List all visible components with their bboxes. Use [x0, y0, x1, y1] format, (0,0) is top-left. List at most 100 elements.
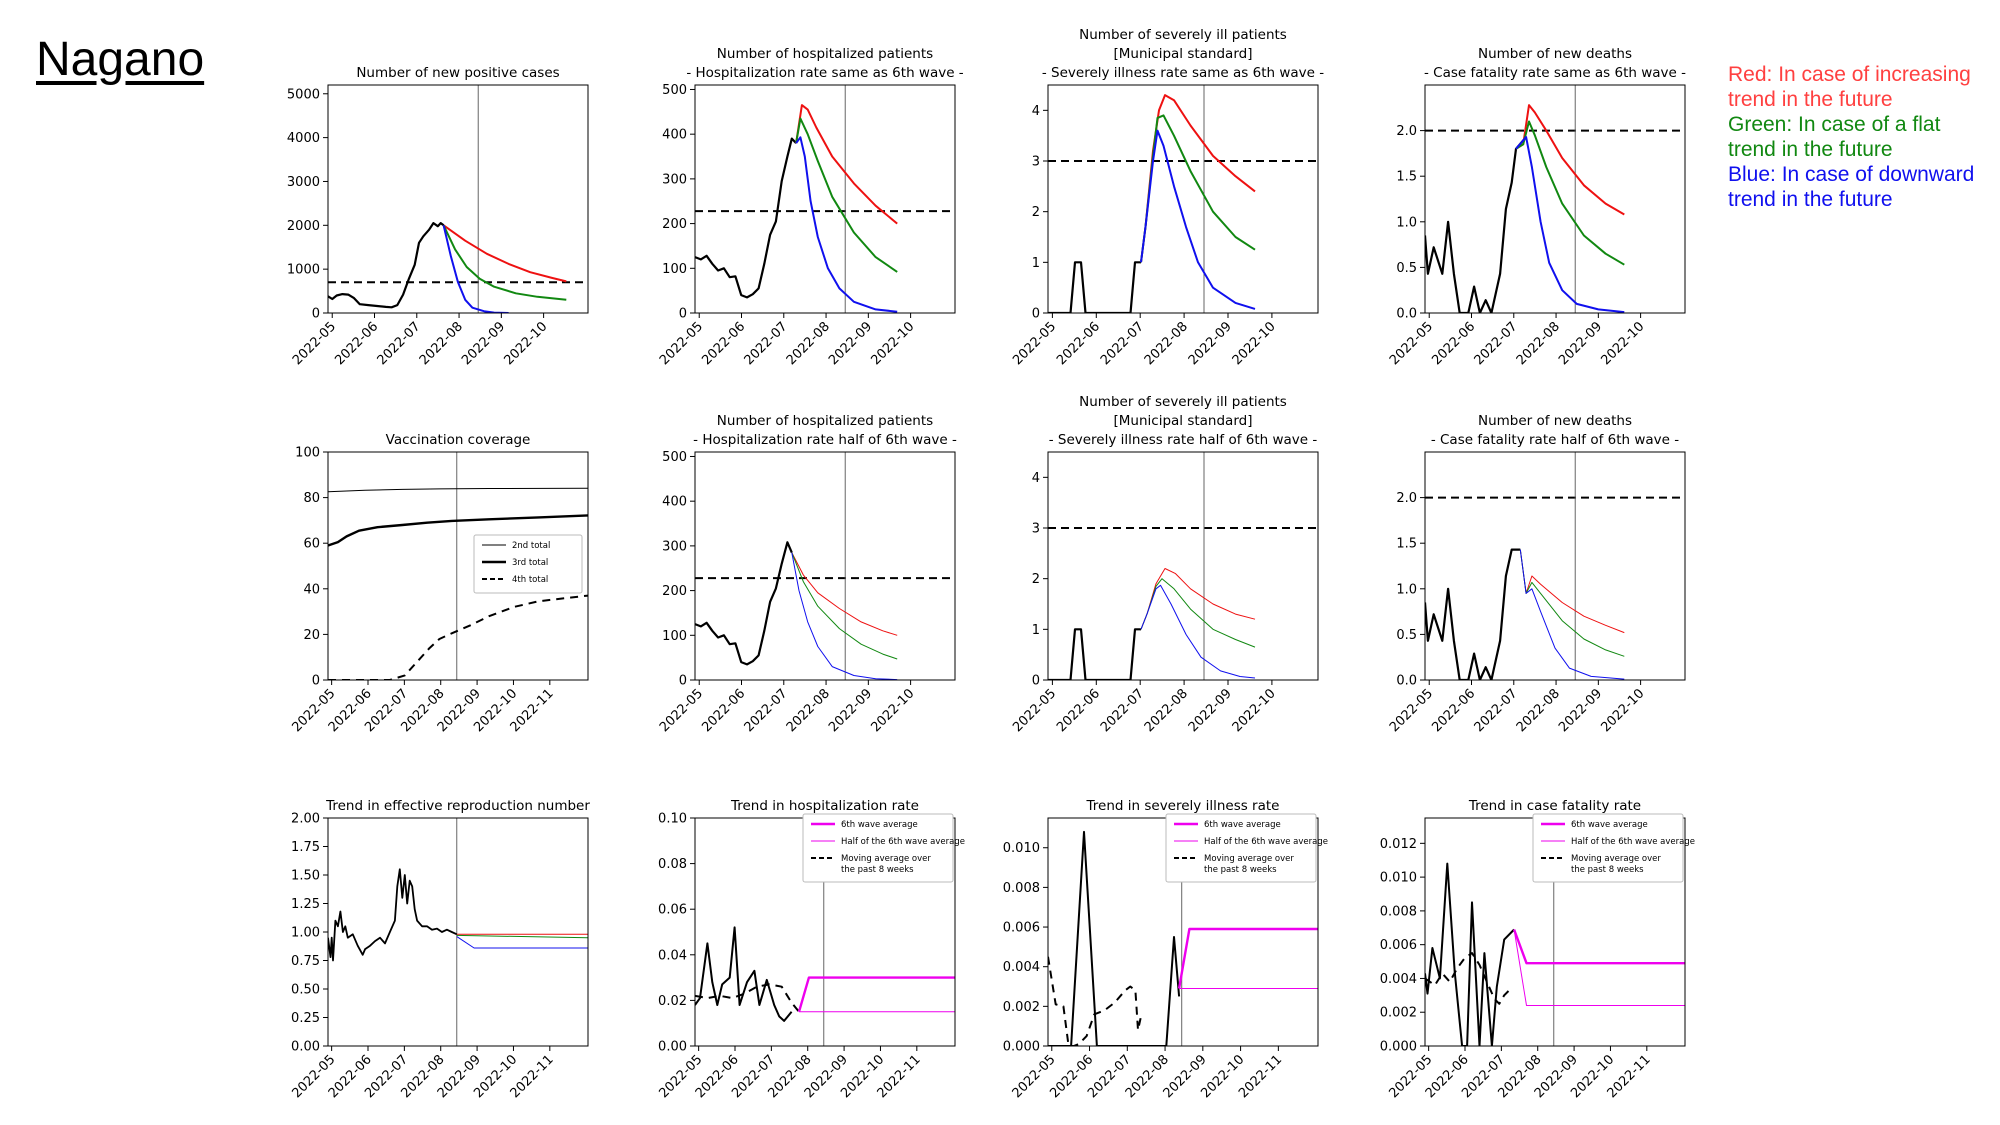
x-tick-label: 2022-05 [1387, 686, 1436, 735]
y-tick-label: 0.008 [1380, 904, 1417, 919]
legend-box [802, 813, 954, 883]
x-tick-label: 2022-07 [1098, 319, 1147, 368]
axes-frame [694, 84, 956, 314]
legend-label: Half of the 6th wave average [1204, 837, 1328, 847]
plot-area [1425, 452, 1685, 680]
series-line-observed [328, 222, 445, 309]
legend-label: the past 8 weeks [1204, 865, 1277, 875]
series-line-observed [1425, 548, 1521, 680]
x-tick-label: 2022-10 [501, 319, 550, 368]
series-line-3rd-total [328, 514, 588, 547]
series-line-flat [1140, 578, 1256, 648]
x-tick-label: 2022-06 [332, 319, 381, 368]
plot-area [695, 818, 955, 1046]
y-tick-label: 1.25 [291, 897, 320, 912]
y-tick-label: 0 [312, 307, 320, 322]
legend-blue-note: Blue: In case of downward trend in the f… [1728, 163, 1975, 211]
y-tick-label: 100 [662, 262, 687, 277]
y-tick-label: 200 [662, 584, 687, 599]
x-tick-label: 2022-09 [826, 319, 875, 368]
y-tick-label: 2.0 [1396, 124, 1417, 139]
plot-area [1425, 818, 1685, 1046]
legend-label: 6th wave average [1204, 820, 1281, 830]
series-line-observed [695, 137, 797, 299]
axes-frame [694, 451, 956, 681]
y-tick-label: 500 [662, 450, 687, 465]
chart-panel-7: Number of severely ill patients [Municipa… [1010, 394, 1319, 735]
chart-panel-8: Number of new deaths - Case fatality rate… [1387, 413, 1686, 735]
y-tick-label: 300 [662, 172, 687, 187]
x-tick-label: 2022-09 [1556, 686, 1605, 735]
x-tick-label: 2022-10 [1230, 319, 1279, 368]
x-tick-label: 2022-07 [1472, 319, 1521, 368]
x-tick-label: 2022-06 [699, 686, 748, 735]
x-tick-label: 2022-10 [868, 319, 917, 368]
legend-label: 6th wave average [841, 820, 918, 830]
y-tick-label: 400 [662, 495, 687, 510]
y-tick-label: 0.25 [291, 1011, 320, 1026]
x-tick-label: 2022-05 [1010, 319, 1059, 368]
legend-label: Moving average over [841, 854, 931, 864]
y-tick-label: 0.06 [658, 903, 687, 918]
y-tick-label: 4 [1032, 471, 1040, 486]
chart-title-line: Number of hospitalized patients [717, 46, 933, 62]
series-line-flat [1515, 120, 1625, 266]
y-tick-label: 2.0 [1396, 491, 1417, 506]
series-line-observed [1425, 862, 1515, 1046]
y-tick-label: 0.08 [658, 857, 687, 872]
chart-panel-2: Number of hospitalized patients - Hospita… [657, 46, 964, 368]
chart-panel-12: Trend in case fatality rate 0.000 0.002 0.0… [1380, 798, 1695, 1101]
series-line-observed [1048, 830, 1181, 1046]
x-tick-label: 2022-05 [290, 319, 339, 368]
y-tick-label: 80 [303, 491, 320, 506]
chart-panel-11: Trend in severely illness rate 0.000 0.002… [1003, 798, 1328, 1101]
y-tick-label: 0 [679, 307, 687, 322]
x-tick-label: 2022-05 [657, 319, 706, 368]
y-tick-label: 0.010 [1380, 871, 1417, 886]
chart-legend: 6th wave average Half of the 6th wave ave… [1165, 813, 1328, 883]
chart-title-line: Trend in case fatality rate [1468, 798, 1641, 814]
x-tick-label: 2022-08 [784, 686, 833, 735]
chart-title-line: [Municipal standard] [1114, 46, 1253, 62]
x-tick-label: 2022-09 [826, 686, 875, 735]
plot-area [328, 452, 588, 680]
x-tick-label: 2022-08 [1514, 319, 1563, 368]
plot-area [1048, 452, 1318, 680]
series-line-increasing [1515, 104, 1625, 216]
axes-frame [327, 817, 589, 1047]
legend-label: Half of the 6th wave average [1571, 837, 1695, 847]
series-line-observed [328, 868, 458, 962]
y-tick-label: 2 [1032, 572, 1040, 587]
x-tick-label: 2022-05 [657, 686, 706, 735]
y-tick-label: 300 [662, 539, 687, 554]
legend-label: 6th wave average [1571, 820, 1648, 830]
y-tick-label: 4 [1032, 104, 1040, 119]
legend-green-note: Green: In case of a flat trend in the fu… [1728, 113, 1941, 161]
legend-red-note: Red: In case of increasing trend in the … [1728, 63, 1971, 111]
chart-title-line: - Hospitalization rate half of 6th wave … [693, 432, 957, 448]
chart-title-line: Number of severely ill patients [1079, 394, 1287, 410]
series-line-4th-total [328, 594, 588, 680]
x-tick-label: 2022-06 [699, 319, 748, 368]
series-line-moving-average-over-the-past-8-weeks [1425, 952, 1510, 1005]
chart-title-line: Number of severely ill patients [1079, 27, 1287, 43]
series-line-6th-wave-average [1512, 929, 1685, 965]
legend-label: the past 8 weeks [1571, 865, 1644, 875]
chart-title-line: - Case fatality rate half of 6th wave - [1431, 432, 1679, 448]
axes-frame [327, 84, 589, 314]
chart-title-line: Trend in hospitalization rate [730, 798, 919, 814]
x-tick-label: 2022-05 [1387, 319, 1436, 368]
x-tick-label: 2022-05 [1010, 686, 1059, 735]
x-tick-label: 2022-08 [1142, 319, 1191, 368]
y-tick-label: 0.5 [1396, 628, 1417, 643]
chart-title-line: Trend in effective reproduction number [325, 798, 590, 814]
y-tick-label: 0.00 [291, 1040, 320, 1055]
y-tick-label: 5000 [287, 87, 320, 102]
legend-label: Half of the 6th wave average [841, 837, 965, 847]
x-tick-label: 2022-10 [1598, 319, 1647, 368]
plot-area [695, 452, 955, 680]
legend-label: 4th total [512, 575, 548, 585]
y-tick-label: 0 [312, 674, 320, 689]
y-tick-label: 0.5 [1396, 261, 1417, 276]
y-tick-label: 1000 [287, 263, 320, 278]
